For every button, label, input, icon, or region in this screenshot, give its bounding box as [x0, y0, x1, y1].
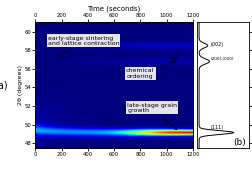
Text: late-stage grain
growth: late-stage grain growth — [127, 103, 177, 130]
Text: (a): (a) — [0, 80, 8, 90]
Text: (111): (111) — [211, 125, 224, 130]
Y-axis label: 2θ (degrees): 2θ (degrees) — [18, 65, 23, 105]
Text: (002): (002) — [211, 42, 224, 47]
Text: (200),(020): (200),(020) — [211, 57, 234, 61]
Text: chemical
ordering: chemical ordering — [126, 68, 154, 79]
Text: early-stage sintering
and lattice contraction: early-stage sintering and lattice contra… — [48, 36, 119, 56]
X-axis label: Time (seconds): Time (seconds) — [87, 5, 141, 12]
Text: (b): (b) — [234, 138, 246, 147]
